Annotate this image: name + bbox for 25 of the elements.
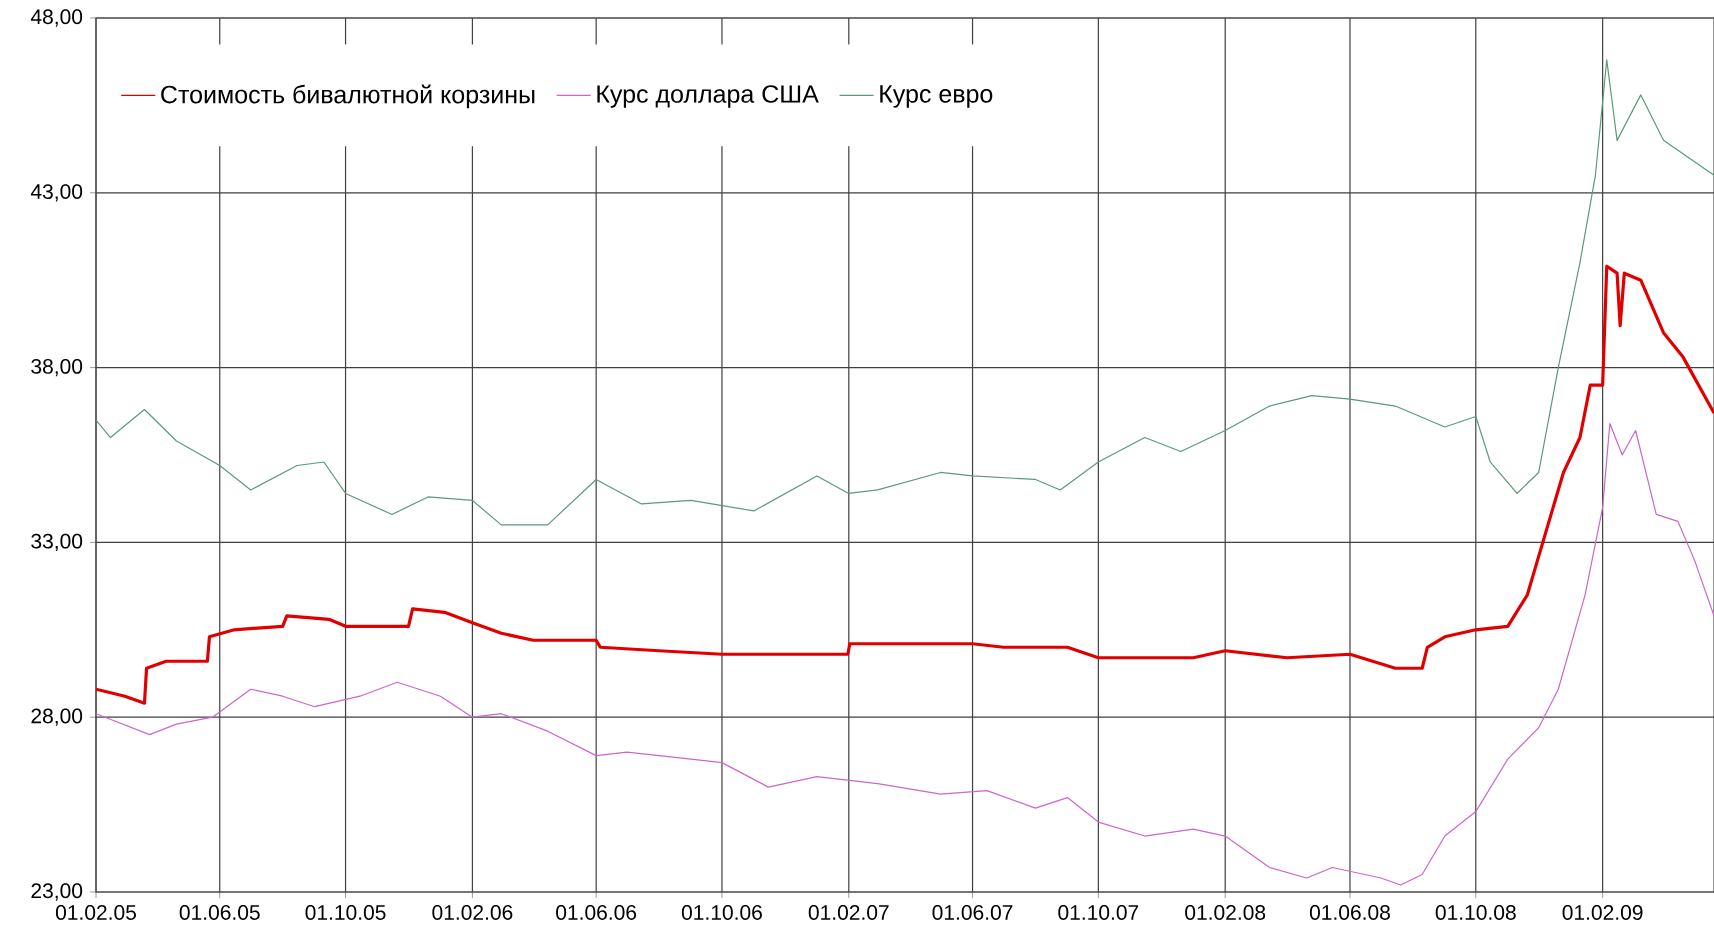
x-tick-label: 01.06.05 (179, 905, 260, 920)
x-tick-label: 01.02.09 (1562, 905, 1643, 920)
x-tick-label: 01.06.07 (932, 905, 1013, 920)
legend-label: Курс евро (880, 85, 993, 108)
x-tick-label: 01.10.07 (1058, 905, 1139, 920)
y-tick-label: 43,00 (30, 184, 83, 202)
x-tick-label: 01.02.06 (432, 905, 513, 920)
legend-label: Курс доллара США (597, 85, 819, 108)
x-tick-label: 01.06.06 (556, 905, 637, 920)
x-tick-label: 01.02.08 (1185, 905, 1266, 920)
x-tick-label: 01.02.05 (55, 905, 136, 920)
x-tick-label: 01.10.08 (1435, 905, 1516, 920)
y-tick-label: 38,00 (31, 358, 83, 377)
line-series (96, 422, 1714, 886)
line-series (96, 264, 1714, 705)
x-tick-label: 01.06.08 (1309, 905, 1390, 920)
y-tick-label: 28,00 (31, 708, 83, 726)
line-series (96, 59, 1714, 526)
legend-label: Стоимость бивалютной корзины (161, 84, 535, 109)
y-tick-label: 23,00 (31, 883, 83, 901)
y-tick-label: 33,00 (31, 533, 83, 552)
x-tick-label: 01.10.05 (305, 905, 386, 920)
x-tick-label: 01.02.07 (808, 905, 889, 920)
y-tick-label: 48,00 (30, 9, 83, 27)
x-tick-label: 01.10.06 (681, 905, 762, 920)
